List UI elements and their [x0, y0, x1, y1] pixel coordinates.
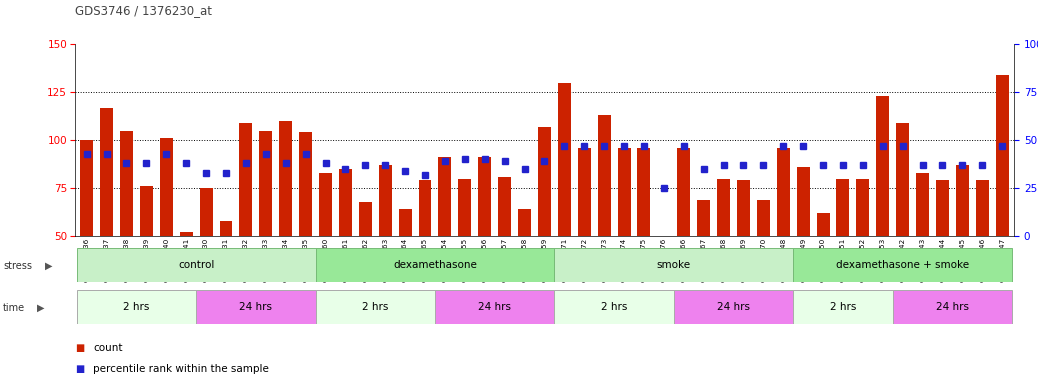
Bar — [219, 221, 233, 236]
Text: ▶: ▶ — [37, 303, 45, 313]
Bar — [618, 148, 630, 236]
Bar — [260, 131, 272, 236]
Bar — [438, 157, 452, 236]
Text: 2 hrs: 2 hrs — [362, 302, 388, 312]
Bar — [856, 179, 870, 236]
Bar — [737, 180, 749, 236]
Bar — [793, 290, 893, 324]
Bar — [893, 290, 1012, 324]
Bar — [554, 290, 674, 324]
Bar — [995, 75, 1009, 236]
Text: GDS3746 / 1376230_at: GDS3746 / 1376230_at — [75, 4, 212, 17]
Bar — [896, 123, 909, 236]
Bar — [817, 213, 829, 236]
Bar — [554, 248, 793, 282]
Bar — [140, 186, 153, 236]
Text: 2 hrs: 2 hrs — [829, 302, 856, 312]
Text: stress: stress — [3, 261, 32, 271]
Text: smoke: smoke — [657, 260, 691, 270]
Bar — [479, 157, 491, 236]
Bar — [316, 290, 435, 324]
Bar — [379, 165, 391, 236]
Bar — [418, 180, 432, 236]
Bar — [80, 140, 93, 236]
Bar — [240, 123, 252, 236]
Bar — [677, 148, 690, 236]
Bar — [674, 290, 793, 324]
Bar — [299, 132, 312, 236]
Bar — [77, 248, 316, 282]
Bar — [698, 200, 710, 236]
Bar — [316, 248, 554, 282]
Bar — [359, 202, 372, 236]
Bar — [196, 290, 316, 324]
Bar — [339, 169, 352, 236]
Bar — [793, 248, 1012, 282]
Bar — [518, 209, 531, 236]
Text: ▶: ▶ — [45, 261, 52, 271]
Text: count: count — [93, 343, 122, 353]
Text: 2 hrs: 2 hrs — [124, 302, 149, 312]
Bar — [797, 167, 810, 236]
Bar — [956, 165, 968, 236]
Bar — [399, 209, 412, 236]
Bar — [936, 180, 949, 236]
Bar — [180, 232, 193, 236]
Bar — [538, 127, 551, 236]
Bar — [717, 179, 730, 236]
Bar — [837, 179, 849, 236]
Bar — [917, 173, 929, 236]
Bar — [498, 177, 511, 236]
Text: time: time — [3, 303, 25, 313]
Text: dexamethasone: dexamethasone — [393, 260, 476, 270]
Text: 24 hrs: 24 hrs — [936, 302, 968, 312]
Text: 24 hrs: 24 hrs — [717, 302, 750, 312]
Text: ■: ■ — [75, 343, 84, 353]
Bar — [279, 121, 292, 236]
Bar — [876, 96, 890, 236]
Bar — [776, 148, 790, 236]
Bar — [598, 115, 610, 236]
Text: control: control — [177, 260, 214, 270]
Bar — [459, 179, 471, 236]
Bar — [319, 173, 332, 236]
Text: 2 hrs: 2 hrs — [601, 302, 627, 312]
Text: ■: ■ — [75, 364, 84, 374]
Text: 24 hrs: 24 hrs — [240, 302, 272, 312]
Bar — [120, 131, 133, 236]
Bar — [100, 108, 113, 236]
Bar — [77, 290, 196, 324]
Bar — [637, 148, 651, 236]
Text: 24 hrs: 24 hrs — [479, 302, 511, 312]
Text: percentile rank within the sample: percentile rank within the sample — [93, 364, 269, 374]
Bar — [976, 180, 989, 236]
Bar — [557, 83, 571, 236]
Bar — [160, 138, 172, 236]
Bar — [657, 236, 671, 300]
Text: dexamethasone + smoke: dexamethasone + smoke — [837, 260, 969, 270]
Bar — [199, 188, 213, 236]
Bar — [757, 200, 770, 236]
Bar — [435, 290, 554, 324]
Bar — [578, 148, 591, 236]
